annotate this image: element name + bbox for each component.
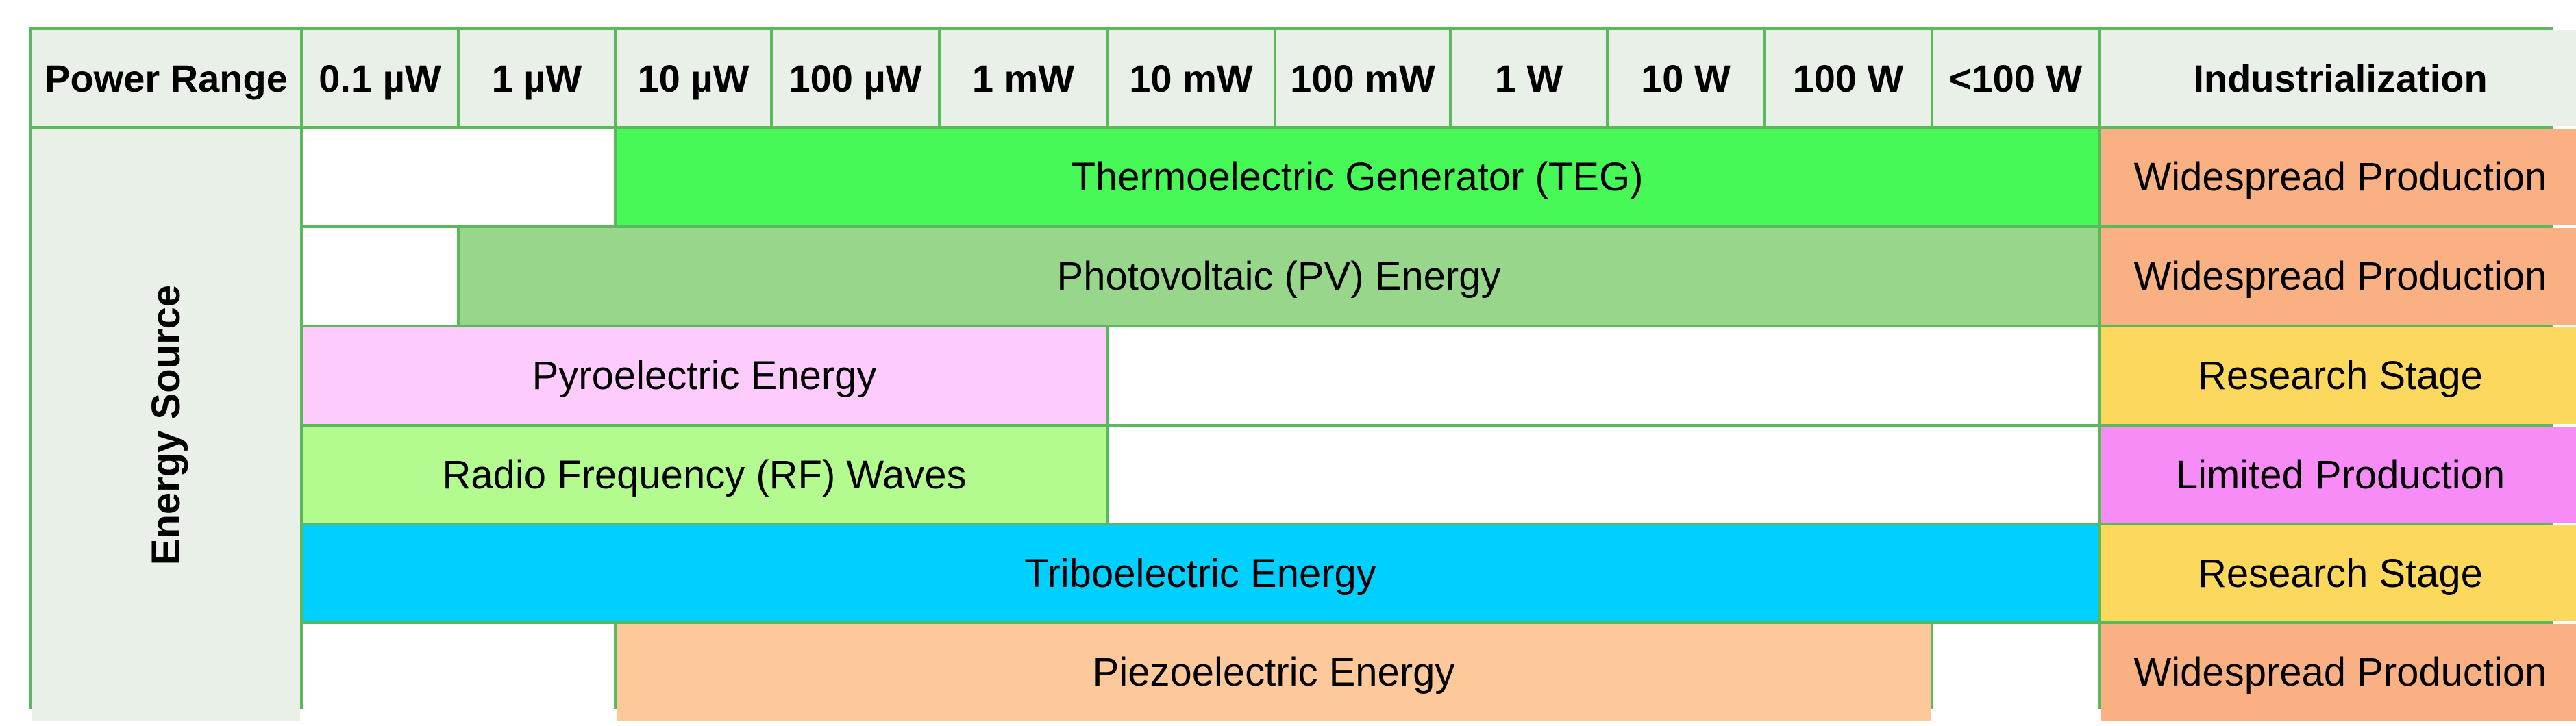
energy-source-bar-pv: Photovoltaic (PV) Energy — [460, 228, 2098, 325]
energy-source-bar-triboelectric: Triboelectric Energy — [303, 525, 2098, 621]
empty-range-cell — [1109, 327, 2098, 424]
power-level-header: 1 µW — [460, 30, 614, 126]
power-level-header: 10 mW — [1109, 30, 1274, 126]
power-level-header: 100 mW — [1276, 30, 1449, 126]
power-level-header: 1 mW — [941, 30, 1106, 126]
industrialization-status: Research Stage — [2101, 327, 2576, 424]
empty-range-cell — [303, 129, 614, 225]
industrialization-status: Widespread Production — [2101, 228, 2576, 325]
power-level-header: 100 µW — [773, 30, 938, 126]
power-level-header: 10 W — [1609, 30, 1763, 126]
industrialization-header: Industrialization — [2101, 30, 2576, 126]
industrialization-status: Widespread Production — [2101, 129, 2576, 225]
energy-source-bar-rf: Radio Frequency (RF) Waves — [303, 427, 1106, 523]
power-level-header: <100 W — [1933, 30, 2098, 126]
industrialization-status: Research Stage — [2101, 525, 2576, 621]
empty-range-cell — [1109, 427, 2098, 523]
energy-source-bar-teg: Thermoelectric Generator (TEG) — [617, 129, 2098, 225]
empty-range-cell — [303, 624, 614, 721]
power-level-header: 100 W — [1766, 30, 1931, 126]
energy-source-bar-pyroelectric: Pyroelectric Energy — [303, 327, 1106, 424]
power-level-header: 10 µW — [617, 30, 770, 126]
energy-source-axis-label: Energy Source — [32, 129, 300, 721]
power-level-header: 1 W — [1452, 30, 1606, 126]
energy-harvesting-diagram: Power Range 0.1 µW 1 µW 10 µW 100 µW 1 m… — [29, 27, 2576, 721]
energy-source-bar-piezoelectric: Piezoelectric Energy — [617, 624, 1931, 721]
power-range-header: Power Range — [32, 30, 300, 126]
industrialization-status: Limited Production — [2101, 427, 2576, 523]
industrialization-status: Widespread Production — [2101, 624, 2576, 721]
empty-range-cell — [1933, 624, 2098, 721]
energy-source-label: Energy Source — [144, 284, 188, 565]
power-level-header: 0.1 µW — [303, 30, 457, 126]
empty-range-cell — [303, 228, 457, 325]
